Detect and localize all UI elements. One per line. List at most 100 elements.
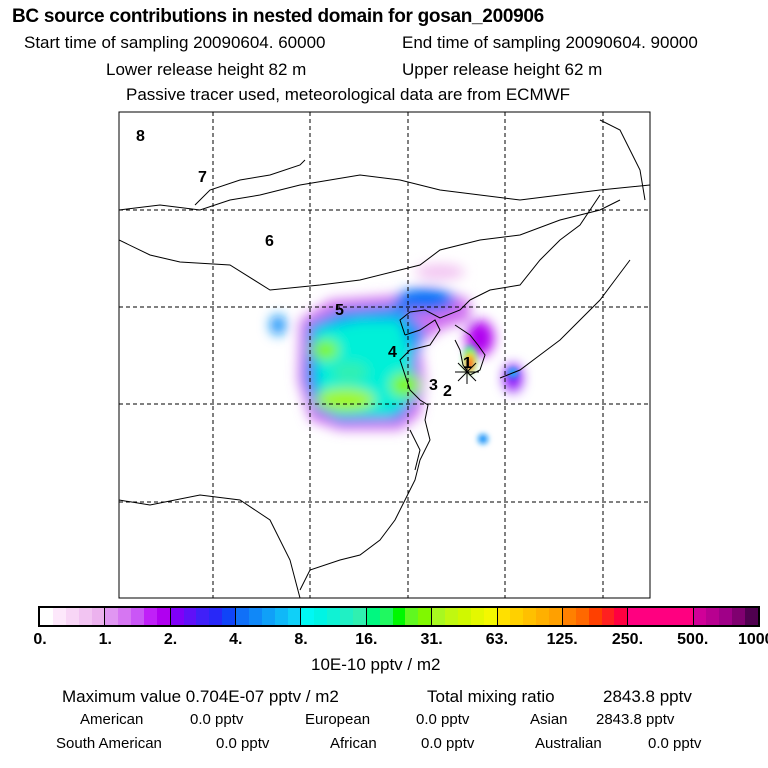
colorbar-swatch <box>732 608 746 625</box>
region-label-5: 5 <box>335 302 344 319</box>
colorbar-swatch <box>352 608 366 625</box>
colorbar-tick-label: 1000. <box>737 631 768 648</box>
colorbar-swatch <box>314 608 328 625</box>
colorbar-segment <box>105 608 171 625</box>
colorbar-swatch <box>78 608 92 625</box>
colorbar-swatch <box>379 608 393 625</box>
colorbar-swatch <box>666 608 680 625</box>
colorbar-swatch <box>222 608 236 625</box>
map-frame <box>118 111 651 599</box>
european-label: European <box>305 711 371 728</box>
colorbar-swatch <box>170 608 184 625</box>
colorbar-swatch <box>274 608 288 625</box>
plot-title: BC source contributions in nested domain… <box>12 6 544 27</box>
colorbar-swatch <box>601 608 615 625</box>
colorbar-segment <box>562 608 629 625</box>
colorbar-swatch <box>628 608 642 625</box>
australian-label: Australian <box>535 735 602 752</box>
region-label-4: 4 <box>388 344 397 361</box>
colorbar-swatch <box>575 608 589 625</box>
colorbar-swatch <box>118 608 132 625</box>
colorbar-tick-label: 125. <box>546 631 578 648</box>
colorbar-swatch <box>745 608 758 625</box>
african-label: African <box>330 735 377 752</box>
region-label-3: 3 <box>429 377 438 394</box>
colorbar-segment <box>366 608 433 625</box>
end-time-label: End time of sampling 20090604. 90000 <box>402 33 698 52</box>
colorbar-tick-label: 2. <box>163 631 178 648</box>
south-american-label: South American <box>56 735 162 752</box>
colorbar-swatch <box>301 608 315 625</box>
colorbar-swatch <box>236 608 249 625</box>
colorbar-swatch <box>510 608 524 625</box>
star-marker-icon <box>455 360 479 384</box>
colorbar-segment <box>170 608 237 625</box>
colorbar-swatch <box>40 608 53 625</box>
colorbar-segment <box>497 608 563 625</box>
colorbar-swatch <box>445 608 458 625</box>
colorbar-tick-label: 31. <box>420 631 443 648</box>
colorbar-swatch <box>65 608 79 625</box>
region-label-1: 1 <box>463 355 472 372</box>
colorbar-segment <box>40 608 106 625</box>
upper-release-label: Upper release height 62 m <box>402 60 603 79</box>
region-label-7: 7 <box>198 169 207 186</box>
colorbar-swatch <box>52 608 66 625</box>
tracer-label: Passive tracer used, meteorological data… <box>126 85 571 104</box>
colorbar-swatch <box>196 608 210 625</box>
coastlines <box>119 119 650 598</box>
colorbar-swatch <box>470 608 484 625</box>
colorbar-segment <box>432 608 498 625</box>
colorbar-swatch <box>641 608 654 625</box>
colorbar-swatch <box>497 608 511 625</box>
colorbar-unit: 10E-10 pptv / m2 <box>311 655 441 674</box>
plume <box>270 264 522 430</box>
max-value-label: Maximum value 0.704E-07 pptv / m2 <box>62 687 339 706</box>
colorbar-swatch <box>536 608 550 625</box>
colorbar-swatch <box>327 608 341 625</box>
colorbar-swatch <box>143 608 157 625</box>
colorbar-tick-label: 8. <box>294 631 308 648</box>
region-label-2: 2 <box>443 383 452 400</box>
colorbar-segment <box>693 608 758 625</box>
colorbar-swatch <box>562 608 576 625</box>
colorbar-tick-label: 4. <box>229 631 243 648</box>
colorbar-tick-label: 16. <box>355 631 378 648</box>
colorbar-swatch <box>105 608 119 625</box>
australian-value: 0.0 pptv <box>648 735 702 752</box>
region-label-8: 8 <box>136 128 145 145</box>
colorbar-swatch <box>248 608 262 625</box>
american-label: American <box>80 711 144 728</box>
grid-lines <box>119 112 650 598</box>
colorbar-swatch <box>457 608 471 625</box>
colorbar-swatch <box>549 608 562 625</box>
colorbar-swatch <box>653 608 667 625</box>
colorbar-swatch <box>392 608 406 625</box>
colorbar <box>38 606 760 627</box>
colorbar-tick-label: 0. <box>33 631 47 648</box>
colorbar-swatch <box>131 608 144 625</box>
colorbar-swatch <box>156 608 170 625</box>
colorbar-tick-label: 250. <box>611 631 644 648</box>
colorbar-segment <box>301 608 367 625</box>
colorbar-swatch <box>261 608 275 625</box>
colorbar-swatch <box>287 608 301 625</box>
colorbar-swatch <box>183 608 197 625</box>
lower-release-label: Lower release height 82 m <box>106 60 307 79</box>
south-american-value: 0.0 pptv <box>216 735 270 752</box>
colorbar-swatch <box>91 608 105 625</box>
colorbar-swatch <box>693 608 707 625</box>
colorbar-swatch <box>706 608 720 625</box>
colorbar-swatch <box>209 608 223 625</box>
total-mixing-label: Total mixing ratio <box>427 687 555 706</box>
colorbar-segment <box>236 608 302 625</box>
colorbar-swatch <box>523 608 537 625</box>
colorbar-swatch <box>614 608 628 625</box>
colorbar-swatch <box>588 608 602 625</box>
colorbar-segment <box>628 608 694 625</box>
colorbar-swatch <box>340 608 353 625</box>
colorbar-swatch <box>366 608 380 625</box>
american-value: 0.0 pptv <box>190 711 244 728</box>
colorbar-swatch <box>483 608 497 625</box>
